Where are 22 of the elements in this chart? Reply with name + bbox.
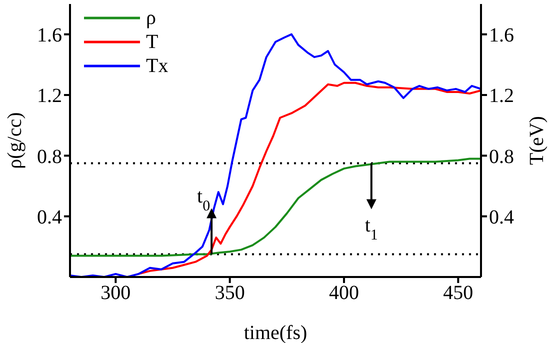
y2-tick-label: 1.2 (489, 85, 514, 108)
y2-tick-label: 0.8 (489, 146, 514, 168)
line-series (70, 158, 481, 257)
x-tick-label: 450 (443, 282, 474, 304)
y-tick-label: 0.4 (37, 206, 62, 228)
legend-label: T (146, 30, 158, 54)
y-tick-label: 0.8 (37, 146, 62, 168)
y2-tick-label: 0.4 (489, 206, 514, 228)
y-axis-title: ρ(g/cc) (4, 112, 26, 169)
y-tick-label: 1.6 (37, 24, 62, 46)
y2-tick-label: 1.6 (489, 24, 514, 46)
x-tick-label: 300 (100, 282, 131, 304)
y2-axis-title: T(eV) (526, 116, 548, 165)
legend-label: ρ (146, 6, 156, 30)
x-tick-label: 400 (329, 282, 359, 304)
annotation: t$_{0}$ (197, 185, 210, 214)
line-series (138, 82, 481, 275)
x-tick-label: 350 (214, 282, 245, 304)
y-tick-label: 1.2 (37, 85, 62, 108)
x-axis-title: time(fs) (244, 322, 308, 343)
legend-label: Tx (146, 54, 168, 78)
annotation: t$_{1}$ (364, 214, 378, 244)
